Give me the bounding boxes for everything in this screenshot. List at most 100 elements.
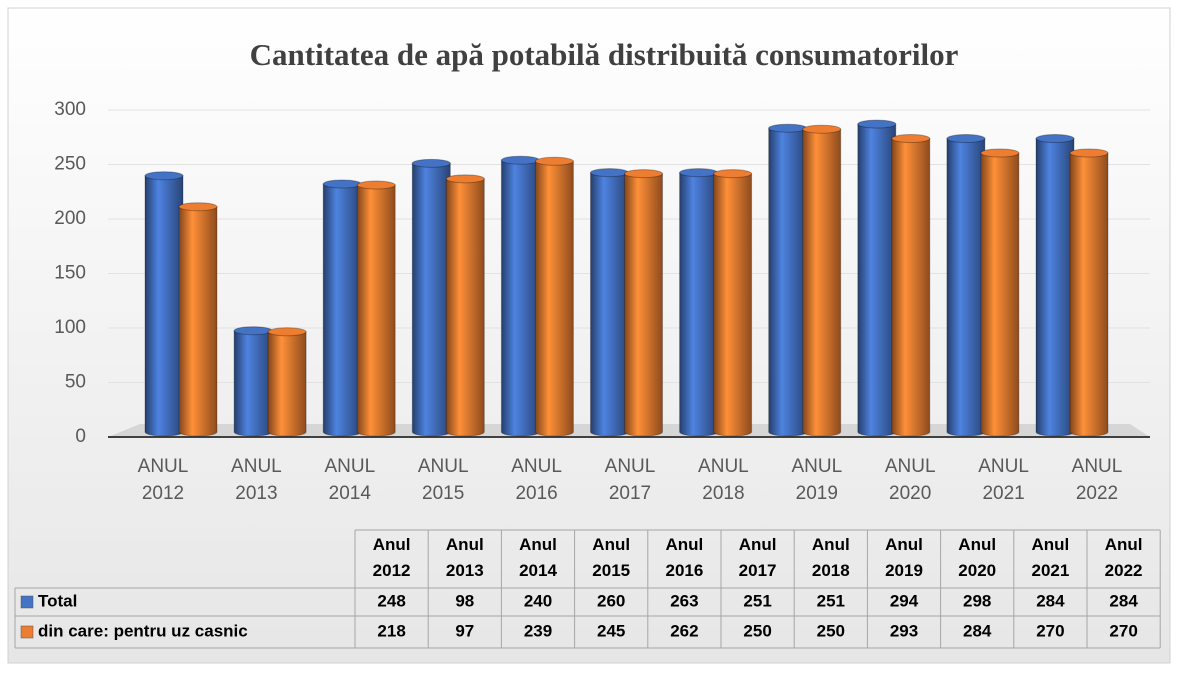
- table-cell: 248: [377, 591, 405, 610]
- table-header-line: Anul: [885, 535, 923, 554]
- x-tick-label: ANUL 2013: [231, 456, 282, 504]
- table-cell: 250: [817, 621, 845, 640]
- legend-label: Total: [38, 591, 77, 610]
- table-header: Anul 2012: [373, 535, 411, 580]
- x-tick-label-line: ANUL: [324, 456, 375, 477]
- table-header: Anul 2016: [665, 535, 703, 580]
- table-header-line: Anul: [666, 535, 704, 554]
- table-cell: 270: [1036, 621, 1064, 640]
- bar: [891, 138, 931, 437]
- legend-label: din care: pentru uz casnic: [38, 621, 248, 640]
- x-tick-label-line: 2020: [889, 483, 931, 504]
- bar: [356, 184, 396, 437]
- table-header-line: 2016: [665, 561, 703, 580]
- x-tick-label: ANUL 2020: [885, 456, 936, 504]
- bar-top: [590, 168, 629, 178]
- bar: [267, 331, 307, 437]
- table-header-line: 2013: [446, 561, 484, 580]
- x-tick-label: ANUL 2019: [791, 456, 842, 504]
- table-header: Anul 2022: [1105, 535, 1143, 580]
- table-header-line: 2017: [739, 561, 777, 580]
- table-cell: 245: [597, 621, 625, 640]
- bar: [233, 330, 273, 437]
- table-cell: 262: [670, 621, 698, 640]
- bar-top: [233, 326, 273, 336]
- bar-top: [356, 180, 396, 190]
- bar: [768, 127, 808, 437]
- table-header: Anul 2017: [739, 535, 777, 580]
- x-tick-label: ANUL 2022: [1072, 456, 1123, 504]
- bar: [980, 152, 1020, 437]
- table-header-line: 2021: [1031, 561, 1069, 580]
- y-tick-label: 0: [75, 426, 86, 447]
- x-tick-label-line: 2017: [609, 483, 651, 504]
- chart-title: Cantitatea de apă potabilă distribuită c…: [250, 37, 959, 72]
- bar-top: [980, 148, 1020, 158]
- bar-top: [534, 156, 574, 166]
- x-tick-label: ANUL 2012: [138, 456, 189, 504]
- bar-top: [802, 124, 842, 134]
- bar: [322, 183, 362, 437]
- bar-top: [624, 169, 663, 179]
- table-header: Anul 2014: [519, 535, 557, 580]
- bar-top: [445, 174, 485, 184]
- table-header-line: Anul: [1105, 535, 1143, 554]
- bar: [802, 128, 842, 437]
- x-tick-label: ANUL 2014: [324, 456, 375, 504]
- table-header-line: Anul: [446, 535, 484, 554]
- x-tick-label-line: 2016: [515, 483, 557, 504]
- bar: [679, 172, 719, 437]
- table-cell: 97: [455, 621, 474, 640]
- table-header: Anul 2015: [592, 535, 630, 580]
- x-tick-label-line: ANUL: [511, 456, 562, 477]
- table-cell: 294: [890, 591, 919, 610]
- table-cell: 284: [963, 621, 992, 640]
- y-tick-label: 250: [54, 154, 86, 175]
- table-header-line: 2018: [812, 561, 850, 580]
- legend-swatch: [20, 595, 34, 609]
- bar: [411, 162, 451, 437]
- bar-top: [857, 119, 897, 129]
- table-cell: 263: [670, 591, 698, 610]
- y-tick-label: 300: [54, 99, 86, 120]
- table-header-line: 2019: [885, 561, 923, 580]
- table-cell: 293: [890, 621, 918, 640]
- bar: [857, 123, 897, 437]
- bar: [946, 138, 986, 437]
- x-tick-label: ANUL 2018: [698, 456, 749, 504]
- bar-top: [500, 155, 540, 165]
- x-tick-label-line: ANUL: [138, 456, 189, 477]
- table-cell: 98: [455, 591, 474, 610]
- table-cell: 284: [1109, 591, 1138, 610]
- table-header: Anul 2019: [885, 535, 923, 580]
- bar: [178, 206, 218, 437]
- table-cell: 240: [524, 591, 552, 610]
- table-header-line: Anul: [739, 535, 777, 554]
- bar: [590, 172, 629, 437]
- table-cell: 298: [963, 591, 991, 610]
- bar-top: [1069, 148, 1109, 158]
- y-tick-label: 100: [54, 317, 86, 338]
- x-tick-label-line: 2018: [702, 483, 744, 504]
- table-cell: 284: [1036, 591, 1065, 610]
- x-tick-label-line: ANUL: [1072, 456, 1123, 477]
- x-tick-label-line: ANUL: [231, 456, 282, 477]
- x-tick-label-line: ANUL: [605, 456, 656, 477]
- table-header-line: Anul: [592, 535, 630, 554]
- table-header: Anul 2013: [446, 535, 484, 580]
- x-tick-label: ANUL 2015: [418, 456, 469, 504]
- bar: [445, 178, 485, 437]
- bar-top: [1035, 134, 1075, 144]
- y-tick-label: 200: [54, 208, 86, 229]
- x-tick-label-line: 2013: [235, 483, 277, 504]
- table-header: Anul 2020: [958, 535, 996, 580]
- bar-top: [411, 158, 451, 168]
- x-tick-label-line: ANUL: [791, 456, 842, 477]
- x-tick-label-line: 2015: [422, 483, 464, 504]
- table-cell: 250: [743, 621, 771, 640]
- bar-top: [178, 202, 218, 212]
- bar: [144, 175, 184, 437]
- bar-top: [322, 179, 362, 189]
- bar: [534, 160, 574, 437]
